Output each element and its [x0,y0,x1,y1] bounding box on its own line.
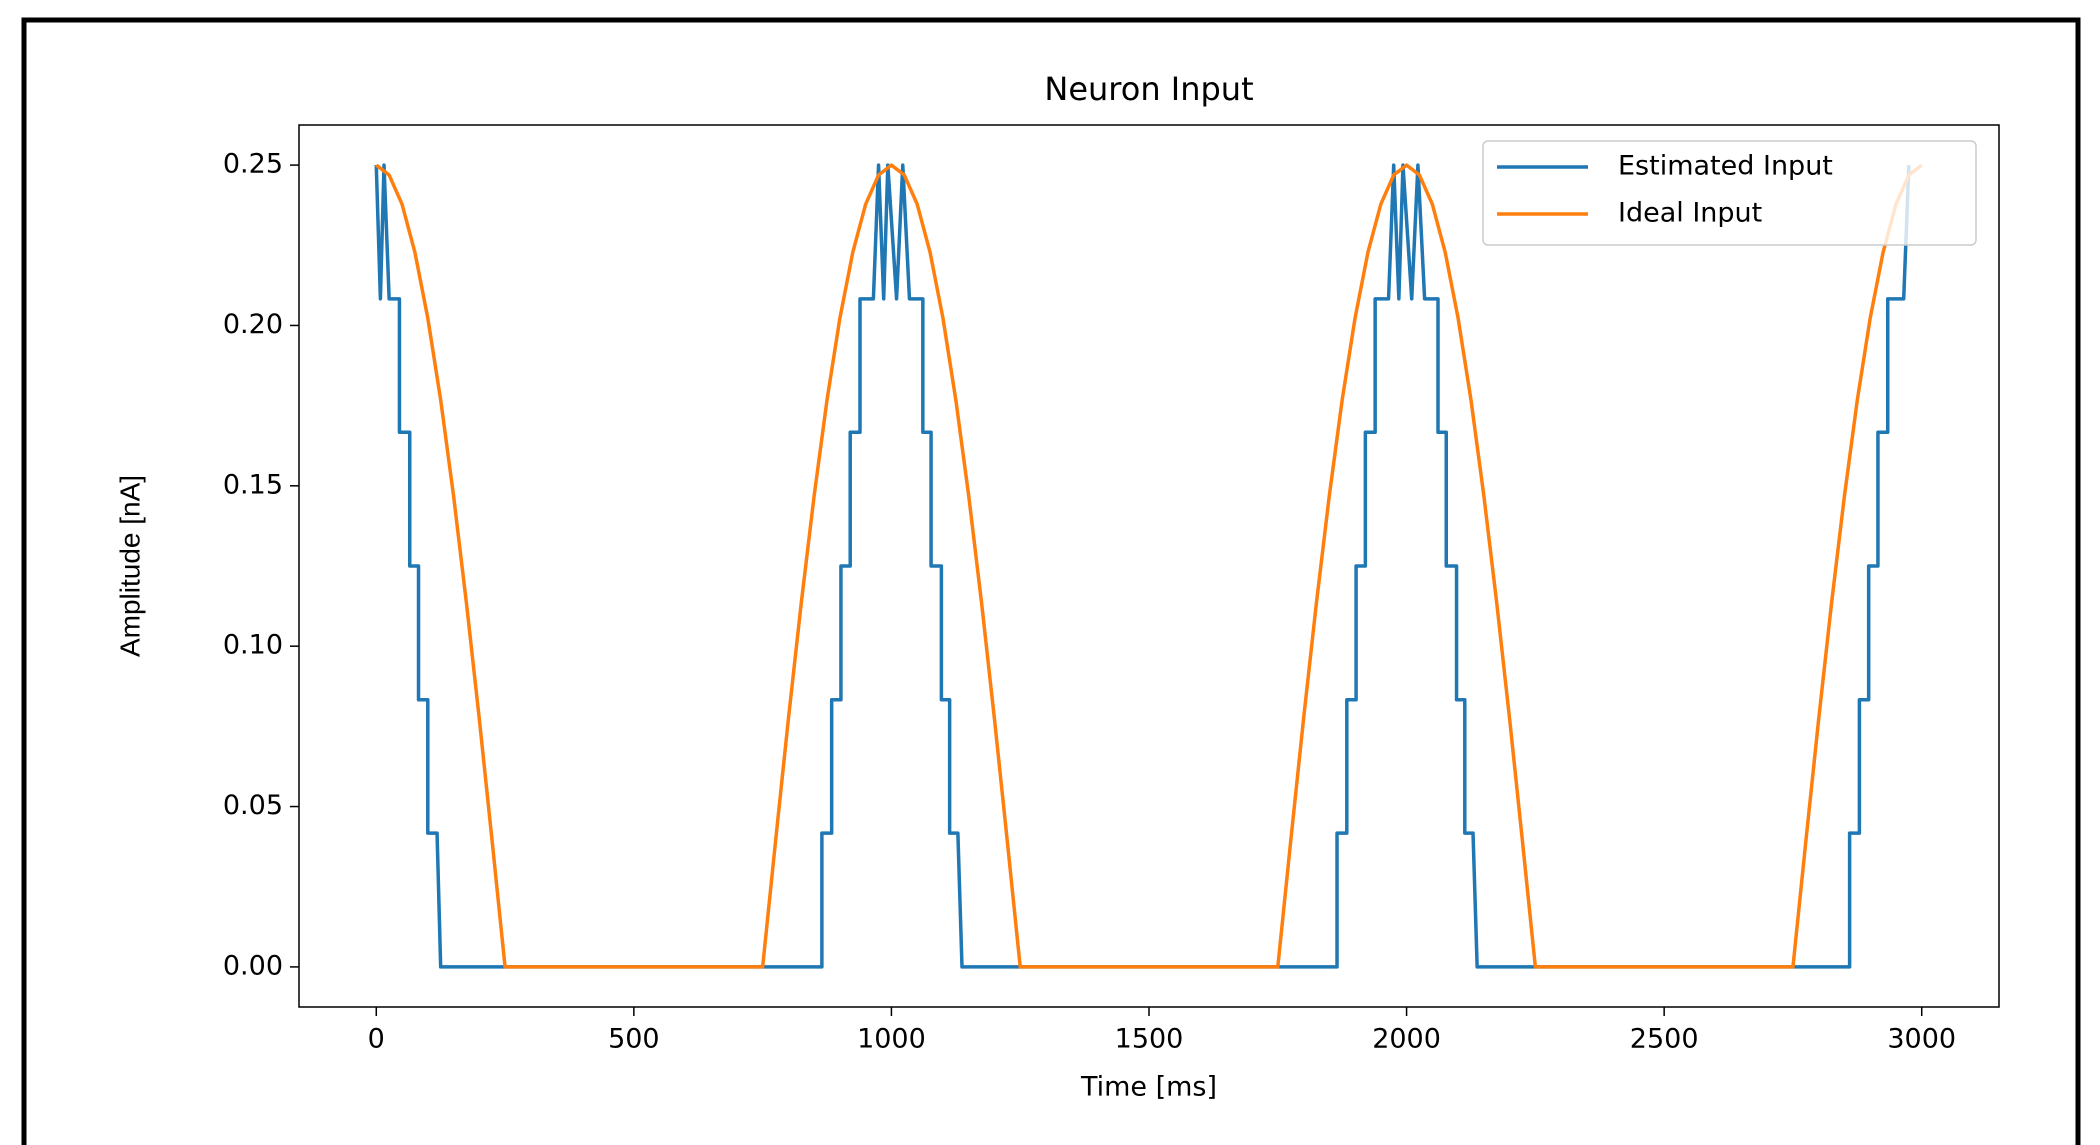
x-tick-label: 2500 [1630,1024,1699,1055]
x-tick-label: 2000 [1372,1024,1441,1055]
x-tick-label: 1000 [857,1024,926,1055]
frame [21,17,2081,1145]
chart-title: Neuron Input [1044,70,1253,108]
legend-box [1482,140,1977,246]
y-tick-label: 0.10 [223,630,283,661]
series-line [375,163,1923,969]
axes-frame [298,124,2000,1008]
series-line [374,163,1911,969]
x-tick-label: 3000 [1887,1024,1956,1055]
legend-label: Estimated Input [1618,151,1833,182]
x-tick-label: 1500 [1115,1024,1184,1055]
x-tick-label: 500 [608,1024,660,1055]
x-axis-label: Time [ms] [1080,1072,1217,1103]
legend-label: Ideal Input [1618,198,1762,229]
y-tick-label: 0.15 [223,469,283,500]
y-axis-label: Amplitude [nA] [114,475,145,657]
y-tick-label: 0.25 [223,149,283,180]
y-tick-label: 0.20 [223,309,283,340]
x-tick-label: 0 [368,1024,385,1055]
y-tick-label: 0.05 [223,790,283,821]
y-tick-label: 0.00 [223,950,283,981]
